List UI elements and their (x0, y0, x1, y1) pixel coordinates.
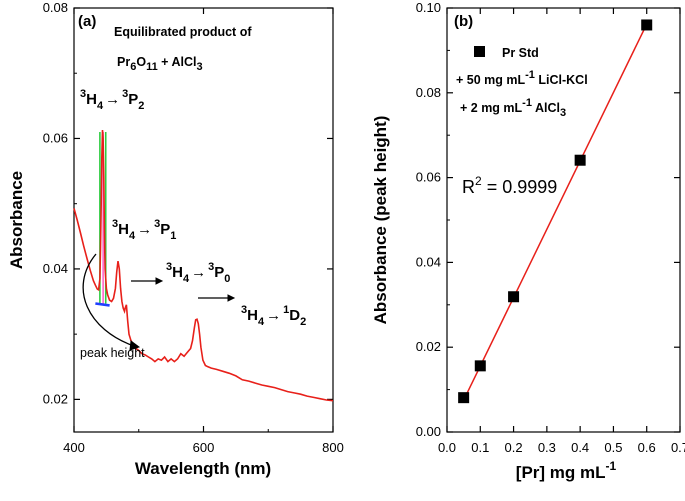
peak-height-curved-arrow (82, 253, 135, 347)
y-tick-label-b: 0.10 (416, 0, 441, 15)
panel-a-title-formula: Pr6O11 + AlCl3 (117, 55, 203, 73)
arrowhead-3p0 (155, 277, 164, 285)
legend-marker (474, 46, 485, 57)
y-tick-label-a: 0.06 (43, 130, 68, 145)
y-tick-label-b: 0.06 (416, 170, 441, 185)
panel-a-title-line1: Equilibrated product of (114, 25, 252, 39)
y-tick-label-b: 0.08 (416, 85, 441, 100)
fit-line (462, 23, 648, 401)
transition-3h4-3p0: 3H4 → 3P0 (166, 261, 230, 285)
legend-line-2: + 50 mg mL-1 LiCl-KCl (456, 69, 588, 87)
data-point (574, 154, 586, 166)
y-tick-label-b: 0.00 (416, 424, 441, 439)
legend-entry: Pr Std (502, 46, 539, 60)
x-tick-label-a: 400 (63, 440, 85, 455)
panel-b: 0.00 0.02 0.04 0.06 0.08 0.10 0.0 0.1 0.2 0.3 0.4… (371, 0, 685, 482)
y-tick-label-b: 0.04 (416, 254, 441, 269)
x-tick-label-b: 0.7 (671, 440, 685, 455)
x-tick-label-b: 0.4 (571, 440, 589, 455)
x-tick-label-b: 0.3 (538, 440, 556, 455)
panel-a-xlabel: Wavelength (nm) (135, 459, 271, 478)
panel-a: 0.02 0.04 0.06 0.08 400 600 800 (a) Equilibra… (7, 0, 344, 478)
y-tick-label-a: 0.08 (43, 0, 68, 15)
legend-line-3: + 2 mg mL-1 AlCl3 (460, 97, 566, 119)
arrowhead-peak-height (129, 340, 141, 351)
data-point (508, 291, 520, 303)
data-point (458, 392, 470, 404)
panel-a-ylabel: Absorbance (7, 171, 26, 269)
x-tick-label-a: 800 (322, 440, 344, 455)
x-tick-label-a: 600 (193, 440, 215, 455)
panel-b-ylabel: Absorbance (peak height) (371, 116, 390, 325)
x-tick-label-b: 0.0 (438, 440, 456, 455)
transition-3h4-3p2: 3H4 → 3P2 (80, 88, 144, 112)
transition-3h4-1d2: 3H4 → 1D2 (241, 304, 306, 328)
x-tick-label-b: 0.5 (604, 440, 622, 455)
x-tick-label-b: 0.1 (471, 440, 489, 455)
panel-b-label: (b) (454, 13, 473, 30)
panel-b-xlabel: [Pr] mg mL-1 (516, 459, 617, 482)
data-point (474, 360, 486, 372)
y-tick-label-b: 0.02 (416, 339, 441, 354)
annotation-arrows (82, 253, 236, 351)
panel-a-label: (a) (78, 13, 96, 30)
peak-height-label: peak height (80, 346, 145, 360)
spectrum-line (73, 129, 334, 402)
x-tick-label-b: 0.2 (505, 440, 523, 455)
data-point (641, 19, 653, 31)
y-tick-label-a: 0.02 (43, 391, 68, 406)
y-tick-label-a: 0.04 (43, 261, 68, 276)
r-squared-label: R2 = 0.9999 (462, 174, 557, 197)
x-tick-label-b: 0.6 (638, 440, 656, 455)
arrowhead-1d2 (227, 294, 236, 302)
transition-3h4-3p1: 3H4 → 3P1 (112, 218, 176, 242)
peak-baseline (95, 302, 110, 307)
